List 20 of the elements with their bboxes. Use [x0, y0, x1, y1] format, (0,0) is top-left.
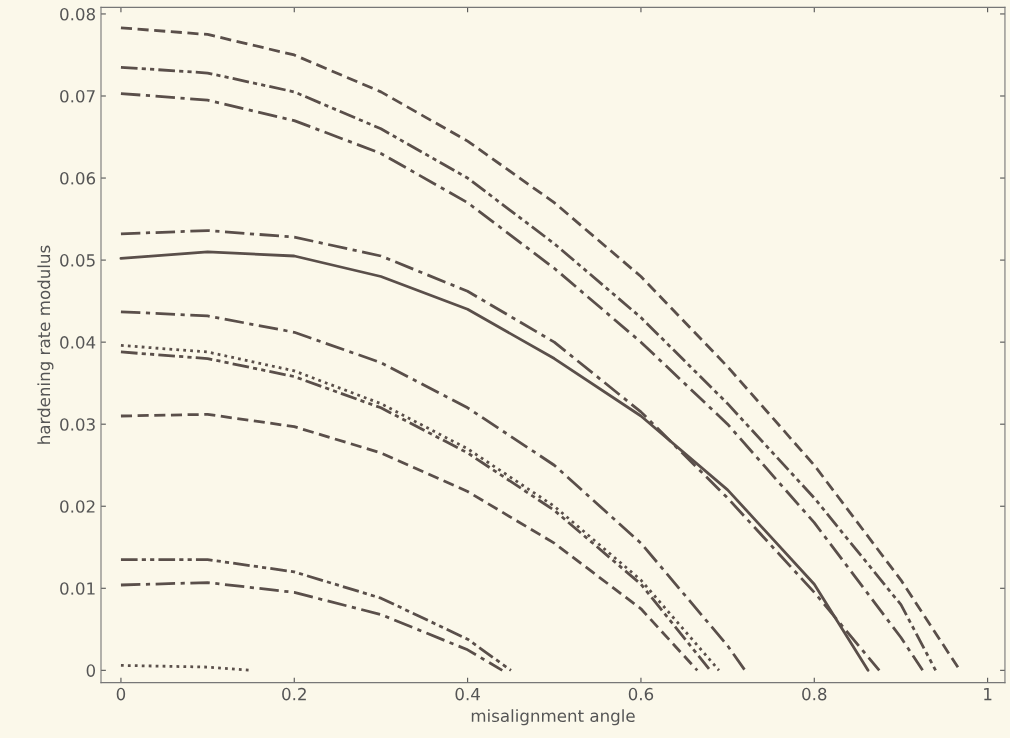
y-tick-label: 0.01 — [60, 582, 95, 595]
x-tick-label: 0.2 — [282, 687, 306, 701]
x-axis-title: misalignment angle — [471, 709, 635, 726]
y-tick-label: 0.08 — [60, 7, 95, 21]
y-tick-label: 0.06 — [60, 172, 96, 185]
x-tick-label: 0.6 — [628, 687, 654, 701]
line-series — [119, 581, 504, 672]
y-tick-label: 0.02 — [60, 500, 95, 513]
y-tick-label: 0.04 — [60, 336, 96, 349]
x-tick-label: 0 — [116, 687, 126, 701]
line-series — [119, 412, 699, 672]
y-axis-title: hardening rate modulus — [37, 245, 54, 444]
x-tick-label: 0.4 — [455, 687, 480, 701]
x-tick-label: 1 — [984, 688, 992, 701]
y-tick-label: 0.03 — [60, 418, 95, 431]
y-tick-label: 0.07 — [60, 89, 95, 103]
line-series — [119, 558, 513, 672]
x-tick-label: 0.8 — [802, 687, 827, 701]
y-tick-label: 0 — [86, 664, 96, 677]
y-tick-label: 0.05 — [60, 254, 95, 267]
